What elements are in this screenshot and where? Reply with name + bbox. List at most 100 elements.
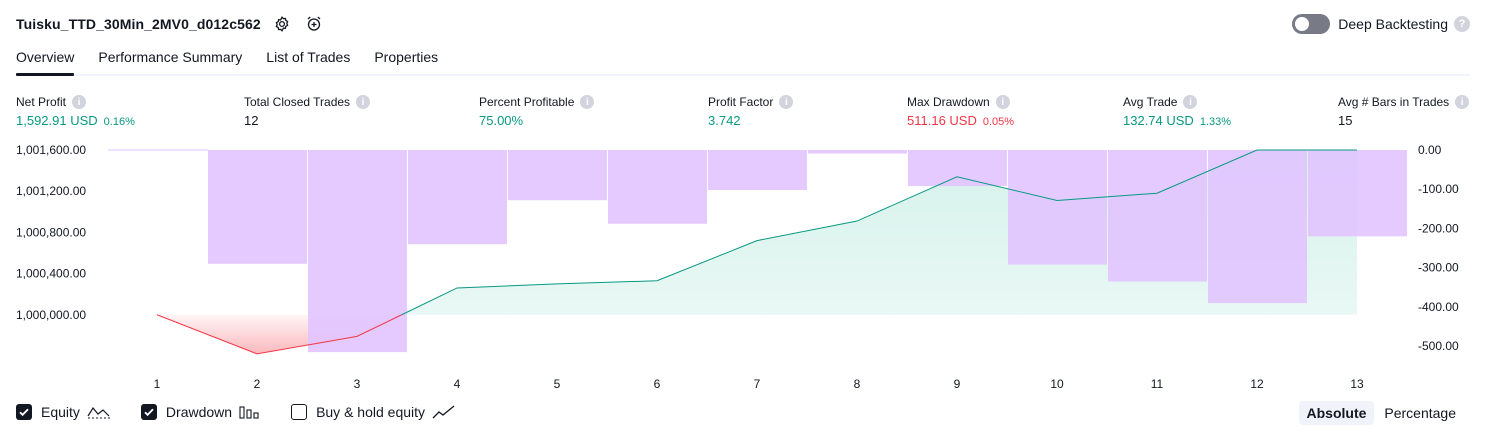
tab-performance-summary[interactable]: Performance Summary [98,49,243,65]
metric-label: Profit Factor [708,95,774,109]
x-axis-tick: 11 [1151,377,1164,391]
drawdown-bar [408,150,507,245]
chart-legend: Equity Drawdown Buy & hold equity [16,404,486,420]
metric-value: 1,592.91 USD [16,113,98,128]
legend-equity-label: Equity [41,404,80,420]
legend-buy-hold-label: Buy & hold equity [316,404,426,420]
tab-list-of-trades[interactable]: List of Trades [266,49,351,65]
metric-value: 511.16 USD [907,113,977,128]
metric-label: Max Drawdown [907,95,990,109]
info-icon[interactable]: i [779,95,794,109]
info-icon[interactable]: i [580,95,595,109]
x-axis-tick: 5 [554,377,561,391]
x-axis-tick: 9 [954,377,961,391]
drawdown-bar [208,150,307,264]
drawdown-bar [1208,150,1307,304]
drawdown-bar [608,150,707,224]
deep-backtesting-label: Deep Backtesting [1338,16,1448,32]
buy-hold-checkbox[interactable] [291,404,308,420]
left-axis-tick: 1,000,800.00 [16,225,86,239]
equity-line-positive [401,149,1357,316]
metric-percent: 0.16% [103,116,135,128]
equity-line-icon [87,405,111,419]
metric-label: Avg # Bars in Trades [1338,95,1450,109]
strategy-title: Tuisku_TTD_30Min_2MV0_d012c562 [16,16,261,32]
drawdown-bar [508,150,607,201]
legend-drawdown[interactable]: Drawdown [140,404,261,420]
left-axis-tick: 1,001,200.00 [16,184,86,198]
drawdown-bar [908,150,1007,187]
absolute-button[interactable]: Absolute [1298,401,1375,425]
tab-properties[interactable]: Properties [374,49,439,65]
drawdown-bars-icon [239,405,261,419]
value-mode-switch: Absolute Percentage [1297,401,1465,425]
x-axis-tick: 6 [654,377,661,391]
tab-overview[interactable]: Overview [16,46,75,76]
settings-icon[interactable] [271,13,293,35]
metric-value: 12 [244,113,259,128]
drawdown-bar [708,150,807,191]
percentage-button[interactable]: Percentage [1384,405,1456,421]
metric-value: 132.74 USD [1123,113,1194,128]
metric-label: Net Profit [16,95,67,109]
x-axis-tick: 12 [1250,377,1264,391]
legend-drawdown-label: Drawdown [165,404,233,420]
deep-backtesting-control: Deep Backtesting ? [1292,14,1470,34]
drawdown-bar [1308,150,1407,237]
info-icon[interactable]: i [1455,95,1470,109]
toggle-knob [1295,17,1310,31]
metric-label: Avg Trade [1123,95,1178,109]
metric-avg-trade: Avg Trade i 132.74 USD 1.33% [1123,94,1231,129]
x-axis-tick: 4 [454,377,461,391]
metric-net-profit: Net Profit i 1,592.91 USD 0.16% [16,94,135,129]
right-axis-tick: -300.00 [1418,261,1459,275]
metric-avg-bars: Avg # Bars in Trades i 15 [1338,94,1470,129]
report-tabs: Overview Performance Summary List of Tra… [16,46,1470,76]
drawdown-bar [1108,150,1207,282]
equity-drawdown-chart: 1,001,600.00 1,001,200.00 1,000,800.00 1,00… [16,143,1459,391]
right-axis-tick: -200.00 [1418,221,1459,235]
drawdown-bar [1008,150,1107,265]
metric-value: 15 [1338,113,1353,128]
equity-line-negative [156,314,402,355]
info-icon[interactable]: i [72,95,87,109]
metric-label: Total Closed Trades [244,95,351,109]
drawdown-bar [308,150,407,353]
metric-value: 3.742 [708,113,741,128]
x-axis-tick: 1 [154,377,161,391]
x-axis-tick: 13 [1350,377,1364,391]
x-axis-tick: 8 [854,377,861,391]
drawdown-checkbox[interactable] [140,404,157,420]
metric-value: 75.00% [479,113,524,128]
strategy-header: Tuisku_TTD_30Min_2MV0_d012c562 [16,14,325,34]
right-axis-tick: -400.00 [1418,300,1459,314]
left-axis-tick: 1,000,000.00 [16,308,86,322]
drawdown-bar [808,150,907,154]
metric-profit-factor: Profit Factor i 3.742 [708,94,794,129]
metric-total-closed-trades: Total Closed Trades i 12 [244,94,371,129]
buy-hold-line-icon [432,405,456,419]
legend-equity[interactable]: Equity [16,404,111,420]
metric-label: Percent Profitable [479,95,575,109]
deep-backtesting-toggle[interactable] [1292,14,1331,34]
right-axis-tick: 0.00 [1418,143,1442,157]
x-axis-tick: 7 [754,377,761,391]
left-axis-tick: 1,000,400.00 [16,267,86,281]
x-axis-tick: 3 [354,377,361,391]
help-icon[interactable]: ? [1454,16,1470,32]
x-axis-tick: 10 [1050,377,1064,391]
right-axis-tick: -500.00 [1418,339,1459,353]
metric-max-drawdown: Max Drawdown i 511.16 USD 0.05% [907,94,1014,129]
right-axis-tick: -100.00 [1418,182,1459,196]
equity-checkbox[interactable] [16,404,32,420]
add-alert-icon[interactable] [303,13,325,35]
left-axis-tick: 1,001,600.00 [16,143,86,157]
metric-percent: 0.05% [982,116,1015,128]
legend-buy-hold[interactable]: Buy & hold equity [291,404,456,420]
info-icon[interactable]: i [1183,95,1198,109]
metric-percent: 1.33% [1199,116,1232,128]
metric-percent-profitable: Percent Profitable i 75.00% [479,94,595,129]
info-icon[interactable]: i [356,95,371,109]
info-icon[interactable]: i [995,95,1010,109]
x-axis-tick: 2 [254,377,261,391]
